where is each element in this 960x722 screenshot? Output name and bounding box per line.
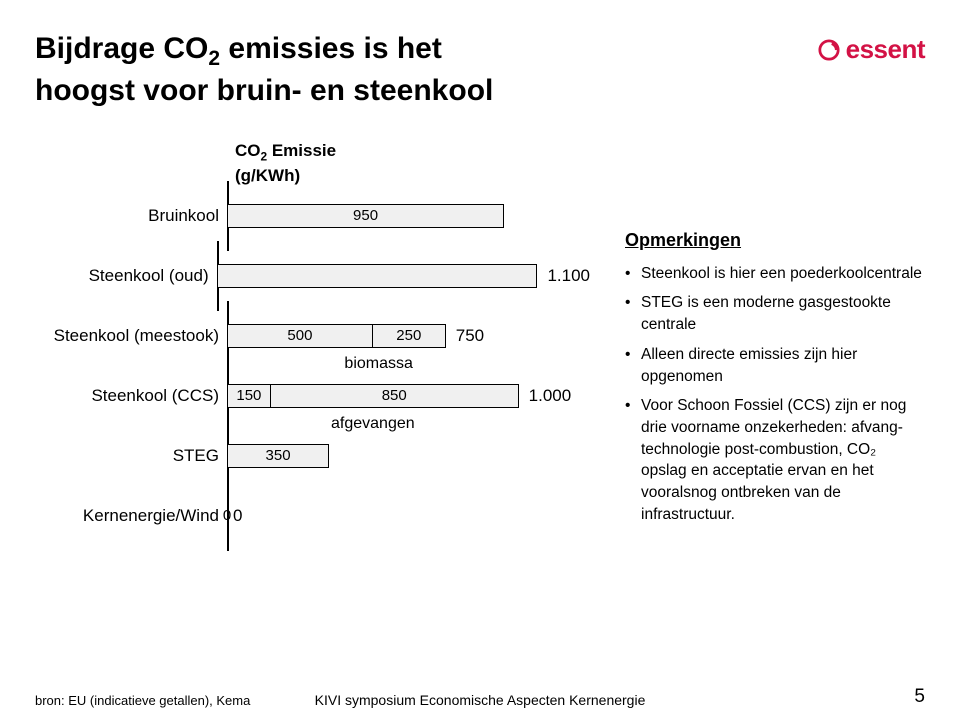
title-part1b: emissies is het	[220, 32, 442, 65]
source-citation: bron: EU (indicatieve getallen), Kema	[35, 693, 250, 708]
bar-area: 1508501.000afgevangen	[227, 379, 590, 413]
bar-segment: 950	[227, 204, 504, 228]
bar-area: 950	[227, 199, 590, 233]
bar-segment: 500	[227, 324, 373, 348]
category-label: Steenkool (oud)	[35, 266, 217, 286]
bar-segment: 150	[227, 384, 271, 408]
remark-item: STEG is een moderne gasgestookte central…	[625, 292, 925, 335]
title-part2: hoogst voor bruin- en steenkool	[35, 74, 493, 107]
remarks-panel: Opmerkingen Steenkool is hier een poeder…	[625, 230, 925, 534]
logo-text: essent	[846, 34, 925, 65]
segment-note: biomassa	[344, 355, 412, 373]
category-label: Bruinkool	[35, 206, 227, 226]
category-label: Steenkool (meestook)	[35, 326, 227, 346]
segment-note: afgevangen	[331, 415, 415, 433]
remarks-title: Opmerkingen	[625, 230, 925, 251]
title-part1: Bijdrage CO	[35, 32, 208, 65]
remark-item: Alleen directe emissies zijn hier opgeno…	[625, 344, 925, 387]
essent-icon	[818, 39, 840, 61]
remark-item: Steenkool is hier een poederkoolcentrale	[625, 263, 925, 285]
category-label: Steenkool (CCS)	[35, 386, 227, 406]
title-sub: 2	[208, 47, 220, 70]
bar-segment	[217, 264, 538, 288]
chart-row: Bruinkool950	[35, 199, 590, 233]
page-number: 5	[914, 686, 925, 708]
bar-area: 1.100	[217, 259, 590, 293]
page-title: Bijdrage CO2 emissies is het hoogst voor…	[35, 30, 493, 110]
value-label: 750	[456, 326, 484, 346]
chart-row: Steenkool (meestook)500250750biomassa	[35, 319, 590, 353]
bar-area: 350	[227, 439, 590, 473]
bar-segment: 250	[373, 324, 446, 348]
chart-axis-title: CO2 Emissie (g/KWh)	[235, 140, 590, 187]
remark-item: Voor Schoon Fossiel (CCS) zijn er nog dr…	[625, 395, 925, 525]
category-label: Kernenergie/Wind	[35, 506, 227, 526]
value-label: 1.100	[547, 266, 590, 286]
category-label: STEG	[35, 446, 227, 466]
bar-area: 00	[227, 499, 590, 533]
bar-segment: 850	[271, 384, 519, 408]
bar-segment: 350	[227, 444, 329, 468]
value-label: 1.000	[529, 386, 572, 406]
chart-row: Kernenergie/Wind00	[35, 499, 590, 533]
footer-title: KIVI symposium Economische Aspecten Kern…	[315, 692, 646, 708]
brand-logo: essent	[818, 34, 925, 65]
chart-row: STEG350	[35, 439, 590, 473]
chart-row: Steenkool (oud) 1.100	[35, 259, 590, 293]
value-label: 0	[233, 506, 242, 526]
bar-area: 500250750biomassa	[227, 319, 590, 353]
bar-chart: CO2 Emissie (g/KWh) Bruinkool950 Steenkoo…	[35, 140, 590, 533]
chart-row: Steenkool (CCS)1508501.000afgevangen	[35, 379, 590, 413]
